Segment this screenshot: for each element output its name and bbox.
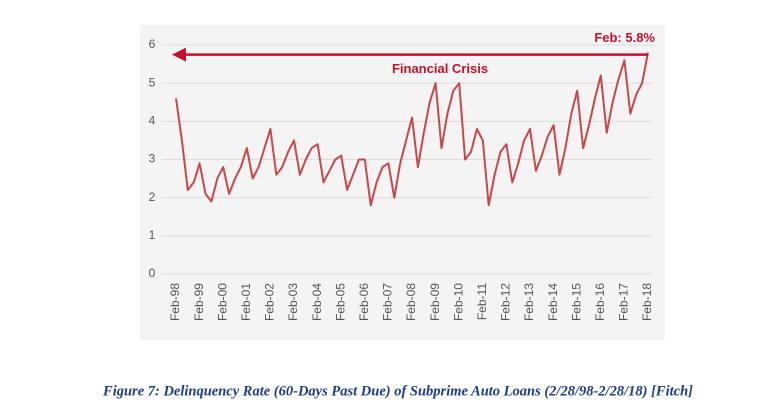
x-tick-label: Feb-05 (333, 283, 347, 321)
x-tick-label: Feb-10 (451, 283, 465, 321)
x-tick-label: Feb-00 (215, 283, 229, 321)
y-tick-label: 1 (149, 228, 156, 242)
x-tick-label: Feb-02 (263, 283, 277, 321)
last-value-annotation: Feb: 5.8% (594, 30, 655, 45)
x-tick-label: Feb-04 (310, 283, 324, 321)
x-tick-label: Feb-12 (499, 283, 513, 321)
caption: Figure 7: Delinquency Rate (60-Days Past… (102, 383, 693, 399)
x-tick-label: Feb-14 (546, 283, 560, 321)
y-tick-label: 6 (149, 37, 156, 51)
x-tick-label: Feb-06 (357, 283, 371, 321)
x-tick-label: Feb-98 (168, 283, 182, 321)
x-tick-label: Feb-18 (640, 283, 654, 321)
data-line (175, 52, 649, 207)
x-tick-label: Feb-16 (593, 283, 607, 321)
x-tick-label: Feb-15 (569, 283, 583, 321)
x-tick-label: Feb-08 (404, 283, 418, 321)
x-tick-label: Feb-13 (522, 283, 536, 321)
x-tick-label: Feb-01 (239, 283, 253, 321)
x-tick-label: Feb-07 (381, 283, 395, 321)
y-tick-label: 0 (149, 266, 156, 280)
x-tick-label: Feb-03 (286, 283, 300, 321)
x-tick-label: Feb-99 (192, 283, 206, 321)
y-tick-label: 5 (149, 75, 156, 89)
y-tick-label: 4 (149, 114, 156, 128)
y-tick-label: 3 (149, 152, 156, 166)
arrow-head (172, 47, 186, 62)
x-tick-label: Feb-09 (428, 283, 442, 321)
x-tick-label: Feb-11 (475, 283, 489, 320)
crisis-annotation: Financial Crisis (392, 61, 488, 76)
x-tick-label: Feb-17 (617, 283, 631, 321)
y-tick-label: 2 (149, 190, 156, 204)
